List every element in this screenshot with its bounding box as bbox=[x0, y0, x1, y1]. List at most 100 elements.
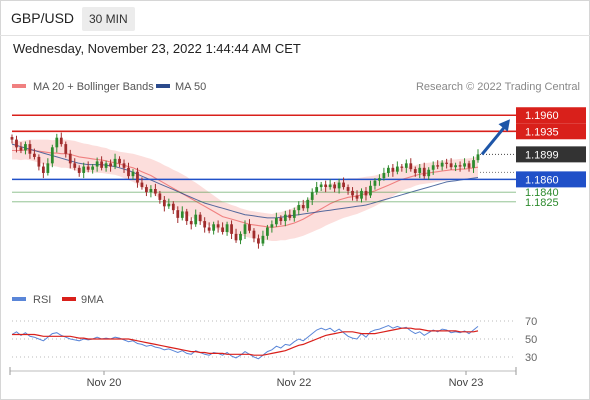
candle-body bbox=[50, 147, 54, 164]
candle-body bbox=[355, 195, 359, 199]
candle-body bbox=[176, 210, 180, 218]
candle-body bbox=[310, 192, 314, 200]
candle-body bbox=[346, 187, 350, 191]
candle-body bbox=[301, 205, 305, 209]
candle-body bbox=[86, 166, 90, 170]
candle-body bbox=[369, 185, 372, 196]
candle-body bbox=[162, 199, 166, 207]
candle-body bbox=[378, 178, 381, 181]
rsi-tick-30: 30 bbox=[525, 352, 537, 364]
candle-body bbox=[337, 182, 341, 189]
candle-body bbox=[180, 211, 184, 218]
candle-body bbox=[64, 144, 68, 154]
candle-body bbox=[41, 166, 45, 173]
candle-body bbox=[315, 187, 319, 193]
candle-body bbox=[413, 169, 417, 173]
x-tick-label: Nov 22 bbox=[277, 377, 312, 389]
candle-body bbox=[324, 184, 328, 188]
ma50-legend-label: MA 50 bbox=[175, 81, 206, 93]
ma50-legend-swatch bbox=[156, 84, 170, 88]
candle-body bbox=[185, 211, 189, 222]
candle-body bbox=[46, 163, 50, 173]
candle-body bbox=[270, 224, 274, 228]
candle-body bbox=[145, 187, 148, 193]
current-price-label: 1.1899 bbox=[525, 149, 559, 161]
level-1-1935-label: 1.1935 bbox=[525, 126, 559, 138]
candle-body bbox=[203, 221, 207, 228]
candle-body bbox=[149, 189, 153, 193]
candle-body bbox=[91, 166, 95, 170]
rsi-legend-label: RSI bbox=[33, 294, 51, 306]
candle-body bbox=[167, 203, 171, 207]
current-price-tag bbox=[516, 146, 586, 163]
x-tick-label: Nov 20 bbox=[87, 377, 122, 389]
candle-body bbox=[463, 163, 466, 167]
timeframe-button[interactable]: 30 MIN bbox=[82, 7, 135, 31]
candle-body bbox=[449, 163, 453, 168]
level-1-1860-tag bbox=[516, 171, 586, 188]
projection-arrow-shaft bbox=[480, 124, 508, 156]
candle-body bbox=[59, 137, 63, 145]
candle-body bbox=[431, 165, 435, 170]
candle-body bbox=[274, 217, 278, 225]
candle-body bbox=[252, 230, 256, 239]
candle-body bbox=[404, 163, 408, 168]
candle-body bbox=[82, 166, 86, 173]
candle-body bbox=[55, 137, 59, 148]
candle-body bbox=[189, 221, 193, 225]
candle-body bbox=[476, 154, 480, 161]
level-1-1935-tag bbox=[516, 123, 586, 140]
candle-body bbox=[400, 166, 404, 168]
candle-body bbox=[319, 184, 323, 188]
candle-body bbox=[122, 163, 126, 168]
candle-body bbox=[100, 161, 104, 168]
datetime-label: Wednesday, November 23, 2022 1:44:44 AM … bbox=[13, 41, 301, 56]
ma50-line bbox=[11, 143, 479, 219]
level-1-1960-label: 1.1960 bbox=[525, 110, 559, 122]
rsi-ma-legend-label: 9MA bbox=[81, 294, 104, 306]
candle-body bbox=[297, 205, 301, 211]
candle-body bbox=[154, 189, 157, 194]
candle-body bbox=[216, 224, 220, 228]
candle-body bbox=[387, 167, 390, 173]
candle-body bbox=[68, 153, 72, 164]
level-1-1825-label: 1.1825 bbox=[525, 197, 559, 209]
rsi-tick-70: 70 bbox=[525, 316, 537, 328]
candle-body bbox=[113, 158, 117, 167]
candle-body bbox=[306, 199, 310, 209]
candle-body bbox=[454, 165, 457, 168]
candle-body bbox=[373, 180, 377, 186]
candle-body bbox=[292, 210, 296, 218]
candle-body bbox=[95, 161, 99, 167]
level-1-1840-label: 1.1840 bbox=[525, 187, 559, 199]
candle-body bbox=[24, 144, 27, 151]
level-1-1860-label: 1.1860 bbox=[525, 174, 559, 186]
candle-body bbox=[458, 165, 462, 167]
candle-body bbox=[342, 182, 345, 188]
credit-label: Research © 2022 Trading Central bbox=[416, 81, 580, 93]
rsi-legend-swatch bbox=[12, 297, 26, 301]
rsi-ma-line bbox=[12, 327, 479, 356]
candle-body bbox=[73, 163, 77, 168]
candle-body bbox=[261, 235, 265, 244]
candle-body bbox=[136, 171, 139, 183]
candle-body bbox=[212, 224, 216, 231]
candle-body bbox=[360, 190, 363, 199]
candle-body bbox=[127, 167, 130, 177]
candle-body bbox=[440, 162, 444, 167]
candle-body bbox=[445, 162, 449, 164]
candle-body bbox=[10, 137, 14, 140]
candle-body bbox=[288, 214, 292, 218]
candle-body bbox=[15, 139, 18, 148]
candle-body bbox=[364, 190, 368, 196]
candle-body bbox=[230, 224, 233, 234]
candle-body bbox=[140, 182, 144, 188]
candle-body bbox=[158, 193, 162, 200]
candle-body bbox=[382, 172, 386, 179]
candle-body bbox=[33, 153, 36, 157]
candle-body bbox=[198, 214, 202, 222]
candle-body bbox=[395, 166, 399, 172]
candle-body bbox=[248, 224, 251, 231]
candle-body bbox=[104, 163, 108, 168]
